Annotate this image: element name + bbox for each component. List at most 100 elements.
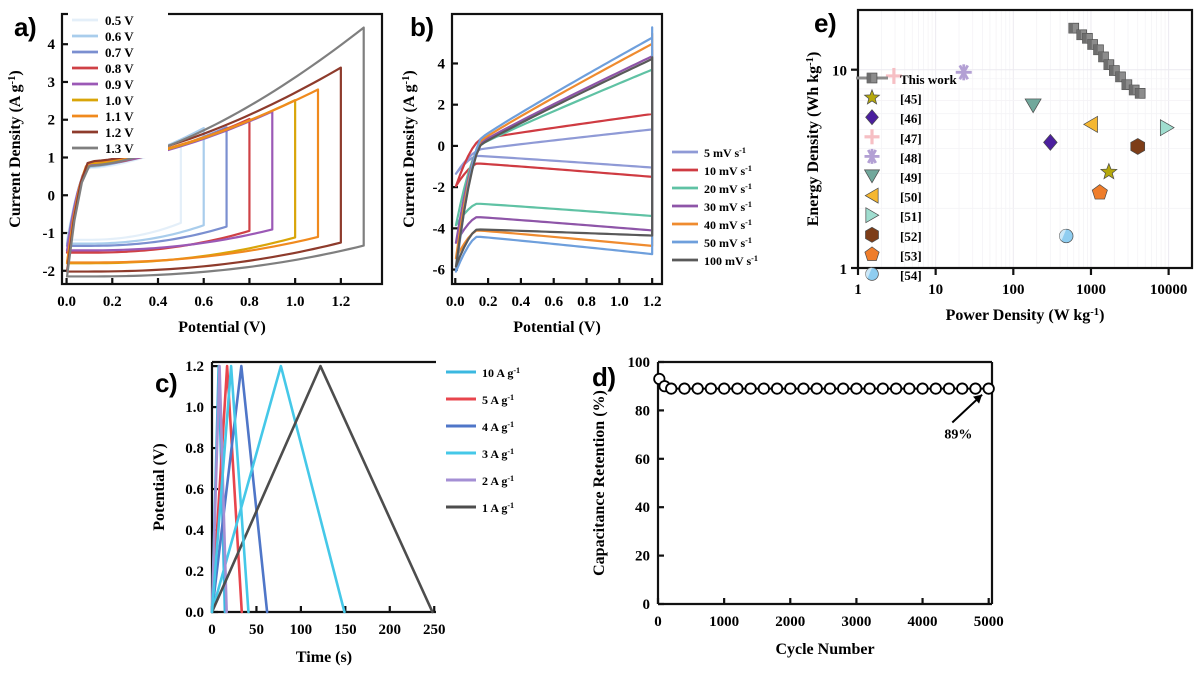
data-marker [889,382,903,395]
data-marker [864,129,880,145]
x-axis-title: Cycle Number [775,641,874,658]
data-marker [956,382,969,395]
data-marker [850,382,863,395]
data-marker [1098,51,1109,63]
panel-d: d) 0 1000 2000 3000 4000 5000 100 80 60 40 20 0 Cycl… [580,340,1020,673]
data-marker [678,382,691,395]
legend-label: [46] [900,111,922,126]
legend-label: 10 mV s-1 [704,164,752,179]
y-tick-label: -4 [433,221,446,237]
legend-entry: This work [856,72,957,87]
cv-curve [454,56,654,268]
x-axis-title: Potential (V) [513,319,601,336]
legend-label: [48] [900,150,922,165]
gcd-curve [210,364,250,614]
y-axis-title: Capacitance Retention (%) [591,390,608,576]
data-marker [757,382,770,395]
legend-entry: [52] [865,226,922,244]
svg-text:Energy Density (Wh kg-1): Energy Density (Wh kg-1) [805,52,823,227]
x-tick-label: 1.0 [610,294,629,310]
legend-label: 100 mV s-1 [704,254,758,269]
x-tick-label: 1 [854,282,862,298]
data-marker [864,187,879,204]
data-marker [903,382,916,395]
legend-label: This work [900,72,957,87]
data-marker [863,88,881,105]
gcd-curve [210,364,434,614]
x-tick-label: 0 [208,622,216,638]
legend-label: 0.8 V [105,61,134,76]
legend-entry: [49] [863,169,922,185]
data-marker [1083,115,1098,133]
legend-label: 3 A g-1 [482,447,514,462]
legend-label: [51] [900,209,922,224]
data-marker [865,109,879,126]
legend-label: 1.1 V [105,109,134,124]
gcd-curve [210,364,228,614]
panel-e-chart: 1 10 100 1000 10000 10 1 Power Density (W kg-1)… [805,8,1194,325]
x-tick-label: 100 [290,622,313,638]
legend-label: [53] [900,248,922,263]
data-marker [1091,184,1108,200]
data-marker [1068,22,1080,34]
x-tick-label: 3000 [841,614,871,630]
data-marker [770,382,784,395]
x-tick-label: 1.2 [643,294,662,310]
panel-d-label: d) [592,362,616,392]
data-marker [1099,162,1118,180]
y-tick-label: 60 [635,452,650,468]
y-axis-title: Potential (V) [151,443,168,531]
panel-c-chart: 0 50 100 150 200 250 1.2 1.0 0.8 0.6 0.4 0.2 0.0 Time… [151,359,520,666]
legend-label: 40 mV s-1 [704,218,752,233]
legend-label: [47] [900,131,922,146]
data-marker [863,169,881,184]
plot-frame [856,8,1194,270]
x-tick-label: 0.4 [512,294,531,310]
x-tick-label: 200 [379,622,402,638]
panel-a-chart: 0.0 0.2 0.4 0.6 0.8 1.0 1.2 4 3 2 1 0 -1 -2 Potential … [7,8,384,336]
y-tick-label: 1.0 [185,400,204,416]
x-tick-label: 0.6 [544,294,563,310]
legend-entry: [53] [864,246,922,263]
data-marker [866,72,878,84]
data-marker [704,382,718,395]
data-marker [744,382,757,395]
legend-label: 10 A g-1 [482,366,520,381]
legend-label: 20 mV s-1 [704,182,752,197]
y-tick-label: 0.2 [185,564,204,580]
x-tick-label: 2000 [775,614,805,630]
data-marker [969,382,982,395]
y-tick-label: 20 [635,549,650,565]
x-tick-label: 0.4 [149,294,168,310]
y-tick-label: 0.0 [185,605,204,621]
cv-curve [454,26,654,273]
x-tick-label: 0.2 [103,294,122,310]
x-tick-label: 1.0 [286,294,305,310]
x-tick-label: 0 [654,614,662,630]
y-tick-label: 40 [635,500,650,516]
legend-entry: [48] [864,148,922,165]
plot-frame [60,12,384,286]
legend-label: [49] [900,170,922,185]
x-tick-label: 5000 [974,614,1004,630]
y-tick-label: 4 [48,37,56,53]
data-marker [982,382,995,395]
data-marker [797,382,810,395]
data-marker [955,64,972,81]
panel-a-label: a) [14,12,37,42]
panel-d-chart: 0 1000 2000 3000 4000 5000 100 80 60 40 20 0 Cycle N… [591,355,1004,658]
data-marker [731,382,744,395]
data-marker [885,67,902,84]
x-tick-label: 150 [334,622,357,638]
data-marker [865,207,880,224]
data-marker [1159,119,1175,137]
legend-label: 0.9 V [105,77,134,92]
legend-label: 0.6 V [105,29,134,44]
data-marker [1115,71,1126,83]
data-marker [865,267,879,281]
data-marker [864,148,880,164]
legend-label: 4 A g-1 [482,420,514,435]
legend-label: 0.7 V [105,45,134,60]
legend-label: 5 mV s-1 [704,146,746,161]
svg-text:Power Density (W kg-1): Power Density (W kg-1) [946,307,1105,325]
